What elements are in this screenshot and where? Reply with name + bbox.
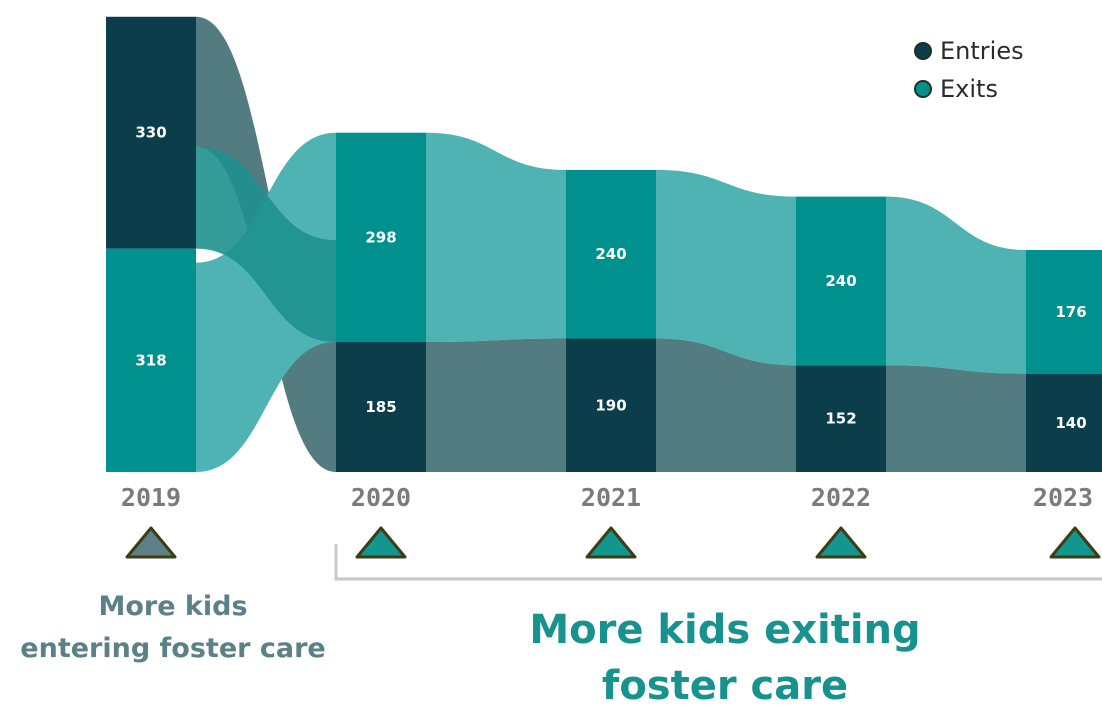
triangle-marker-icon-2019 xyxy=(125,526,177,559)
value-label-exits-2021: 240 xyxy=(595,245,626,263)
value-label-entries-2020: 185 xyxy=(365,398,396,416)
bar-entries-2023 xyxy=(1026,373,1102,472)
bar-exits-2020 xyxy=(336,132,426,343)
value-label-entries-2019: 330 xyxy=(135,124,166,142)
bar-entries-2021 xyxy=(566,338,656,472)
caption-exiting-line2: foster care xyxy=(601,663,849,709)
flow-exits-2021-2022 xyxy=(656,169,796,366)
triangle-marker-icon-2021 xyxy=(585,526,637,559)
legend-exits-label: Exits xyxy=(940,75,998,103)
flow-entries-2022-2023 xyxy=(886,365,1026,472)
legend-exits-swatch xyxy=(914,80,932,98)
bar-exits-2022 xyxy=(796,196,886,366)
bar-exits-2023 xyxy=(1026,250,1102,374)
triangle-marker-icon-2023 xyxy=(1049,526,1101,559)
value-label-exits-2019: 318 xyxy=(135,351,166,369)
caption-exiting: More kids exiting foster care xyxy=(520,602,930,714)
flow-exits-2020-2021 xyxy=(426,132,566,343)
flow-exits-2019-2020 xyxy=(196,132,336,472)
triangle-marker-icon-2020 xyxy=(355,526,407,559)
value-label-exits-2022: 240 xyxy=(825,272,856,290)
value-label-entries-2022: 152 xyxy=(825,410,856,428)
bar-exits-2021 xyxy=(566,169,656,339)
legend: Entries Exits xyxy=(914,32,1024,108)
bar-entries-2019 xyxy=(106,16,196,249)
nodes-layer xyxy=(106,16,1102,472)
year-label-2023: 2023 xyxy=(1033,483,1093,512)
triangle-marker-icon-2022 xyxy=(815,526,867,559)
bar-exits-2019 xyxy=(106,248,196,472)
value-label-entries-2021: 190 xyxy=(595,396,626,414)
year-label-2022: 2022 xyxy=(811,483,871,512)
caption-exiting-line1: More kids exiting xyxy=(529,607,921,653)
caption-entering-line2: entering foster care xyxy=(20,633,326,664)
labels-layer: 330 318 185 298 190 240 152 240 140 176 xyxy=(135,124,1086,432)
markers-layer xyxy=(125,526,1101,559)
value-label-entries-2023: 140 xyxy=(1055,414,1086,432)
exits-bracket xyxy=(334,544,1102,581)
caption-entering-line1: More kids xyxy=(98,591,248,622)
year-label-2019: 2019 xyxy=(121,483,181,512)
legend-entries-label: Entries xyxy=(940,37,1024,65)
year-label-2021: 2021 xyxy=(581,483,641,512)
value-label-exits-2020: 298 xyxy=(365,228,396,246)
value-label-exits-2023: 176 xyxy=(1055,303,1086,321)
year-label-2020: 2020 xyxy=(351,483,411,512)
flow-cross-2019-2020 xyxy=(196,146,336,343)
flow-exits-2022-2023 xyxy=(886,196,1026,374)
legend-item-exits: Exits xyxy=(914,70,1024,108)
year-labels-layer: 2019 2020 2021 2022 2023 xyxy=(121,483,1093,512)
bar-entries-2020 xyxy=(336,342,426,472)
caption-entering: More kids entering foster care xyxy=(14,586,332,670)
flows-layer xyxy=(196,16,1026,473)
legend-item-entries: Entries xyxy=(914,32,1024,70)
flow-entries-2021-2022 xyxy=(656,338,796,472)
flow-entries-2020-2021 xyxy=(426,338,566,472)
legend-entries-swatch xyxy=(914,42,932,60)
bar-entries-2022 xyxy=(796,365,886,472)
